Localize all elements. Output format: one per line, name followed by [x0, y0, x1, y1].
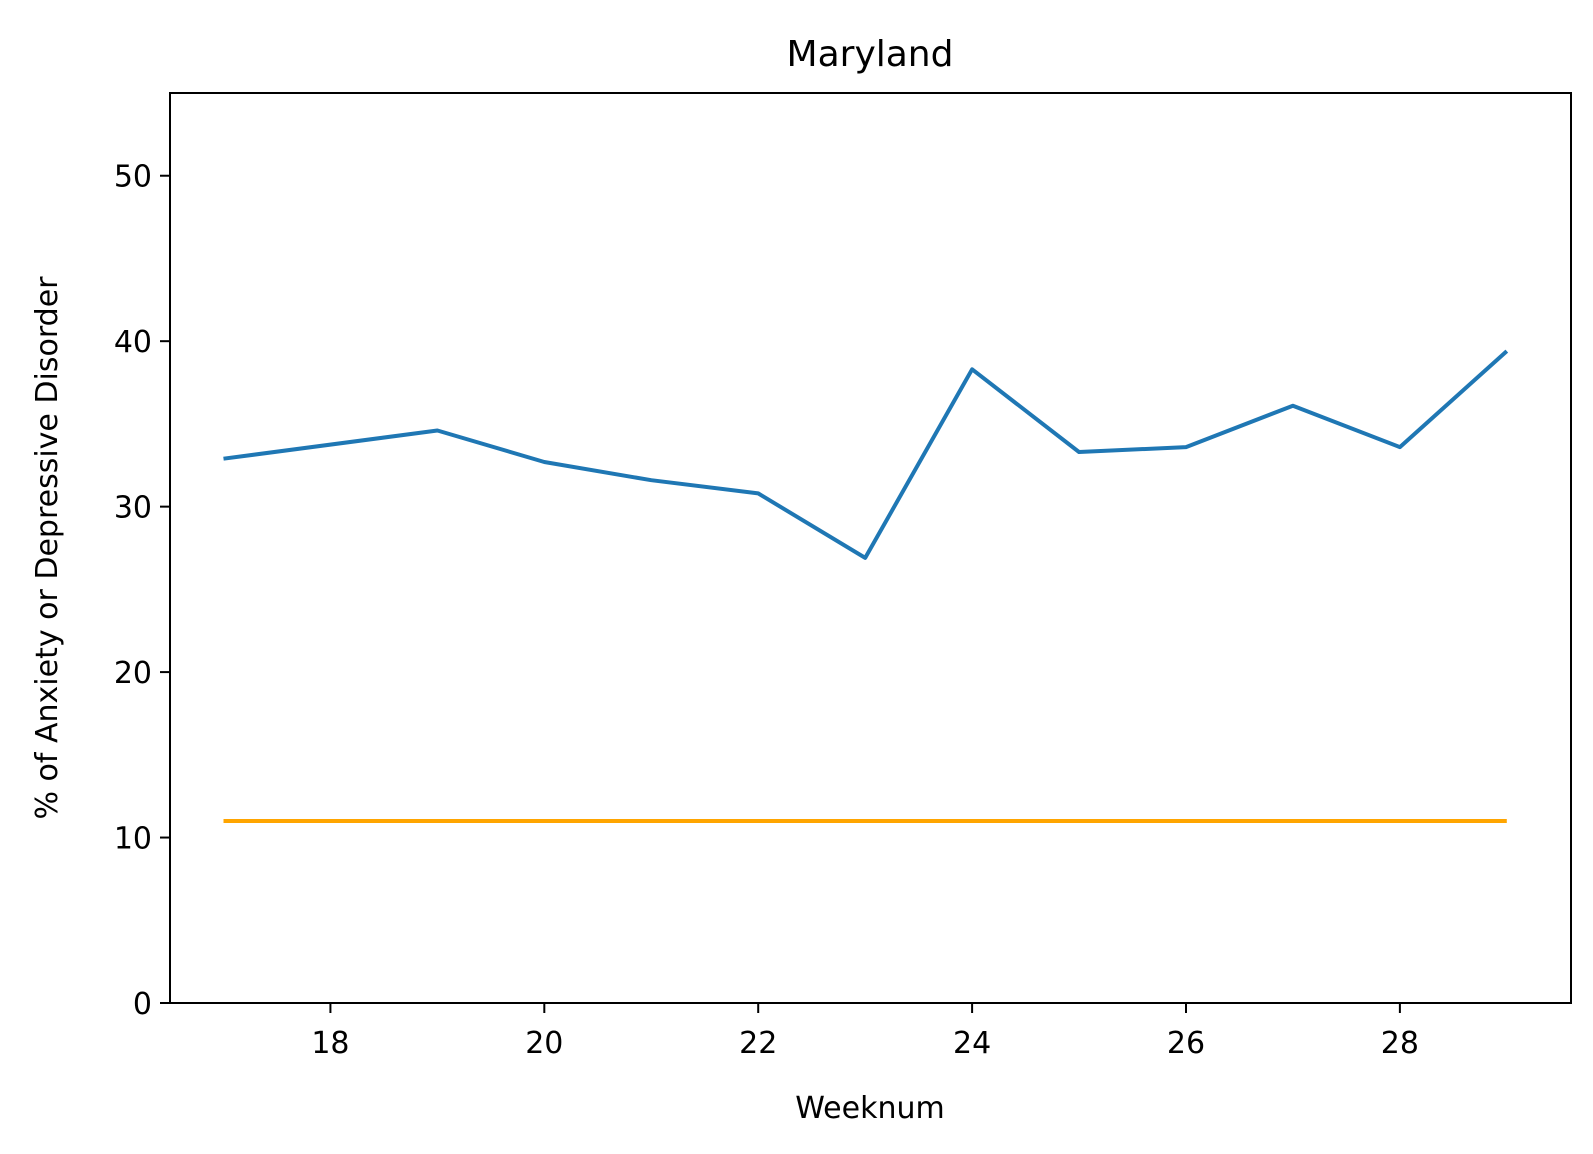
series-line-1 — [223, 349, 1509, 560]
series-layer — [223, 349, 1509, 823]
x-tick-label: 20 — [525, 1026, 563, 1061]
y-tick-label: 0 — [133, 987, 152, 1022]
y-tick-label: 20 — [114, 656, 152, 691]
x-tick-label: 22 — [739, 1026, 777, 1061]
plot-frame — [169, 92, 1572, 1004]
y-tick-label: 10 — [114, 822, 152, 857]
y-tick-label: 40 — [114, 325, 152, 360]
x-tick-label: 26 — [1167, 1026, 1205, 1061]
y-tick-label: 50 — [114, 160, 152, 195]
y-tick-label: 30 — [114, 491, 152, 526]
x-tick-label: 24 — [953, 1026, 991, 1061]
plot-axes: 18 20 22 24 26 28 0 10 20 30 40 50 — [114, 160, 1419, 1061]
x-axis-title: Weeknum — [795, 1091, 944, 1126]
chart-title: Maryland — [787, 34, 954, 75]
x-tick-label: 18 — [311, 1026, 349, 1061]
x-tick-label: 28 — [1381, 1026, 1419, 1061]
y-axis-title: % of Anxiety or Depressive Disorder — [30, 276, 65, 820]
